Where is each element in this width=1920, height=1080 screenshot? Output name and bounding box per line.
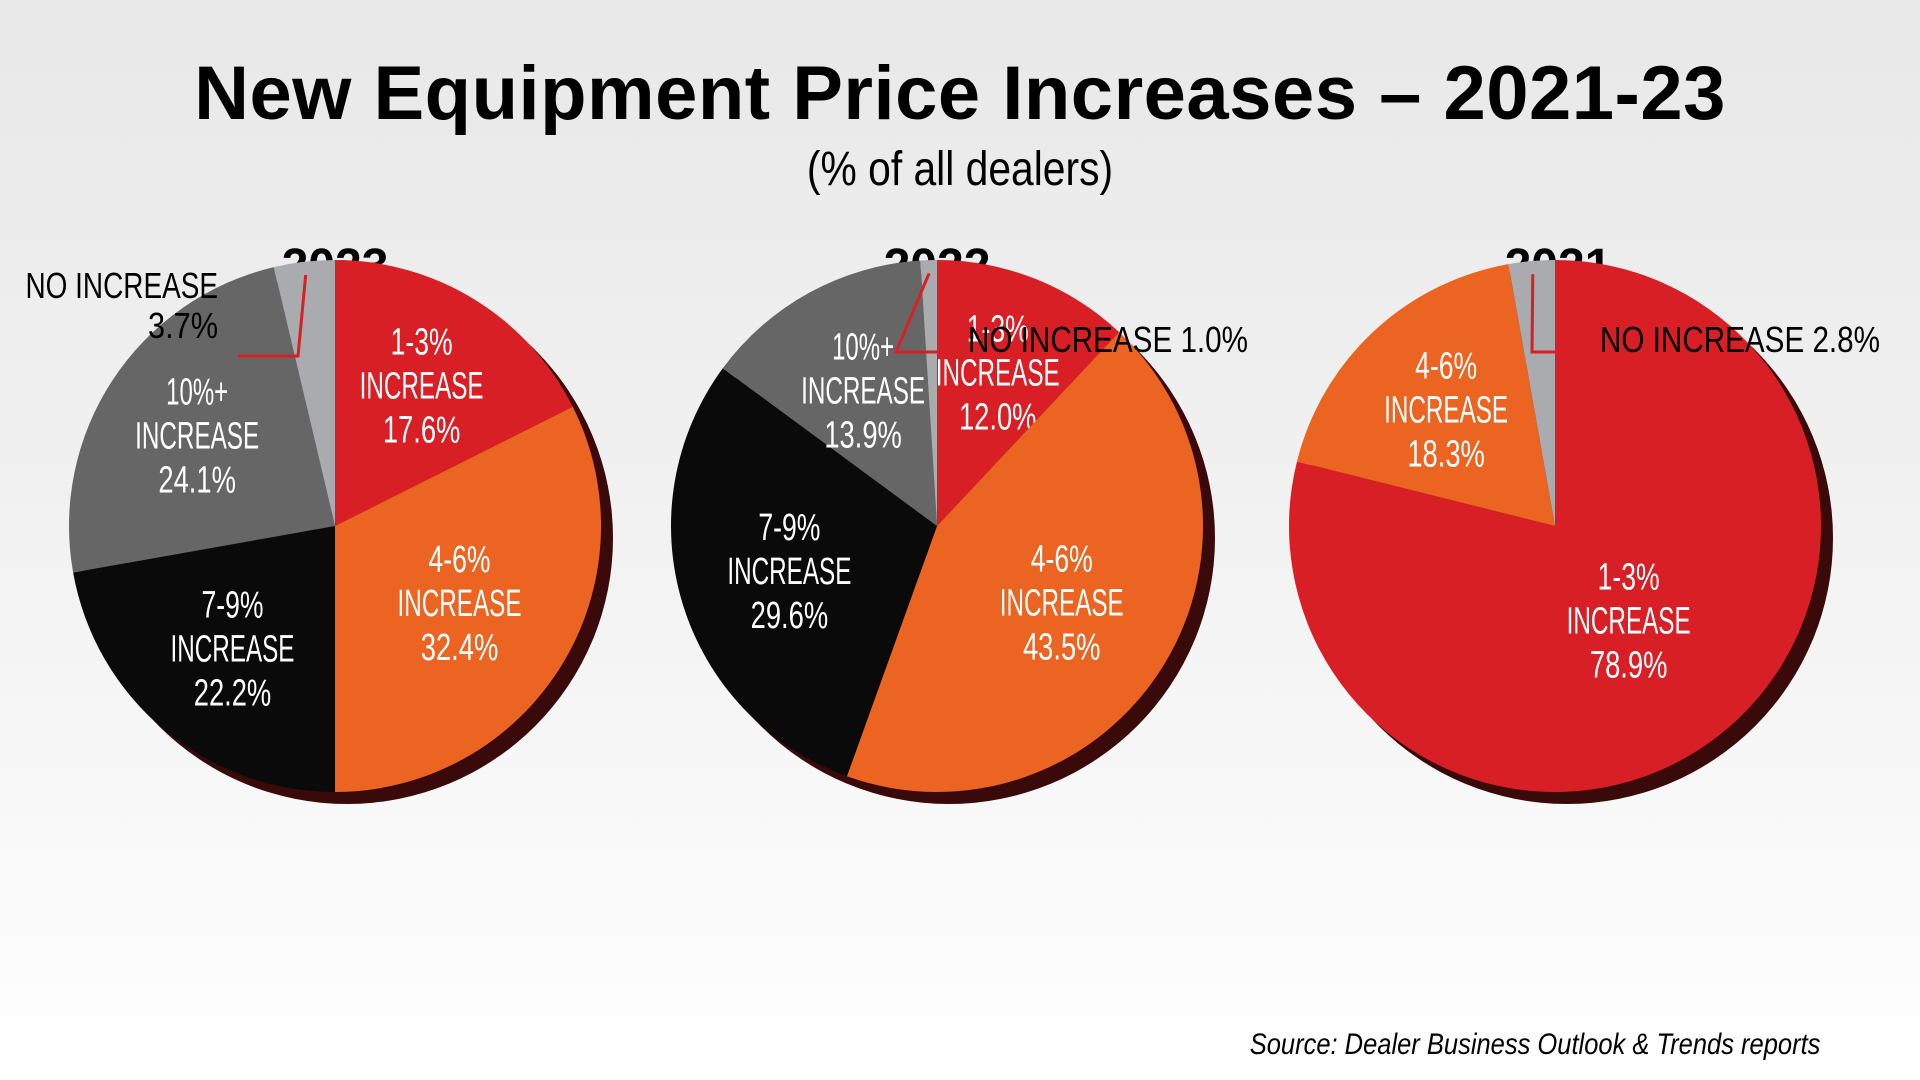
slice-label: INCREASE bbox=[936, 353, 1060, 395]
slice-label: 29.6% bbox=[751, 595, 829, 637]
slice-label: INCREASE bbox=[398, 583, 522, 625]
pie-chart-2022: 20221-3%INCREASE12.0%4-6%INCREASE43.5%7-… bbox=[671, 240, 1248, 804]
callout-leader-line bbox=[893, 272, 956, 354]
callout-label: 3.7% bbox=[148, 305, 218, 346]
pie-slice-1-3pct bbox=[335, 260, 573, 526]
slice-label: 78.9% bbox=[1590, 644, 1668, 686]
slice-label: 22.2% bbox=[194, 672, 272, 714]
chart-title: New Equipment Price Increases – 2021-23 bbox=[194, 51, 1726, 136]
slice-label: 10%+ bbox=[832, 327, 894, 369]
pie-slice-none bbox=[273, 260, 335, 526]
pie-slice-none bbox=[1508, 260, 1555, 526]
callout-leader-line bbox=[1530, 274, 1592, 354]
pie-slice-none bbox=[920, 260, 937, 526]
pie-chart-2023: 20231-3%INCREASE17.6%4-6%INCREASE32.4%7-… bbox=[26, 240, 613, 804]
callout-label: NO INCREASE 2.8% bbox=[1600, 319, 1880, 360]
pie-slice-7-9pct bbox=[671, 368, 937, 777]
pie-chart-2021: 20211-3%INCREASE78.9%4-6%INCREASE18.3%NO… bbox=[1289, 240, 1880, 804]
slice-label: INCREASE bbox=[727, 551, 851, 593]
slice-label: 12.0% bbox=[959, 397, 1037, 439]
source-note: Source: Dealer Business Outlook & Trends… bbox=[1249, 1028, 1820, 1061]
slice-label: 4-6% bbox=[1415, 345, 1477, 387]
slice-label: INCREASE bbox=[170, 628, 294, 670]
slice-label: 7-9% bbox=[758, 507, 820, 549]
slice-label: INCREASE bbox=[801, 371, 925, 413]
slice-label: 13.9% bbox=[824, 415, 902, 457]
slice-label: 4-6% bbox=[1031, 538, 1093, 580]
slice-label: 32.4% bbox=[421, 627, 499, 669]
chart-subtitle: (% of all dealers) bbox=[806, 143, 1114, 196]
slice-label: INCREASE bbox=[1000, 582, 1124, 624]
slice-label: 1-3% bbox=[1598, 556, 1660, 598]
slice-label: 4-6% bbox=[429, 539, 491, 581]
slice-label: 1-3% bbox=[391, 322, 453, 364]
slice-label: 1-3% bbox=[967, 309, 1029, 351]
pie-slice-7-9pct bbox=[73, 526, 335, 792]
slice-label: INCREASE bbox=[1567, 600, 1691, 642]
pie-slice-4-6pct bbox=[846, 332, 1203, 792]
slice-label: INCREASE bbox=[135, 415, 259, 457]
slice-label: 10%+ bbox=[166, 371, 228, 413]
slice-label: 24.1% bbox=[158, 459, 236, 501]
slice-label: 7-9% bbox=[201, 584, 263, 626]
slice-label: 43.5% bbox=[1023, 626, 1101, 668]
callout-label: NO INCREASE 1.0% bbox=[968, 319, 1248, 360]
slice-label: 17.6% bbox=[383, 410, 461, 452]
pie-slice-10pctplus bbox=[722, 260, 937, 526]
pie-slice-4-6pct bbox=[335, 406, 601, 792]
pie-slice-10pctplus bbox=[69, 267, 335, 573]
callout-leader-line bbox=[238, 274, 308, 358]
slice-label: 18.3% bbox=[1407, 433, 1485, 475]
slice-label: INCREASE bbox=[1384, 389, 1508, 431]
pie-slice-1-3pct bbox=[937, 260, 1120, 526]
pie-slice-4-6pct bbox=[1296, 264, 1555, 526]
slice-label: INCREASE bbox=[360, 366, 484, 408]
callout-label: NO INCREASE bbox=[26, 265, 219, 306]
